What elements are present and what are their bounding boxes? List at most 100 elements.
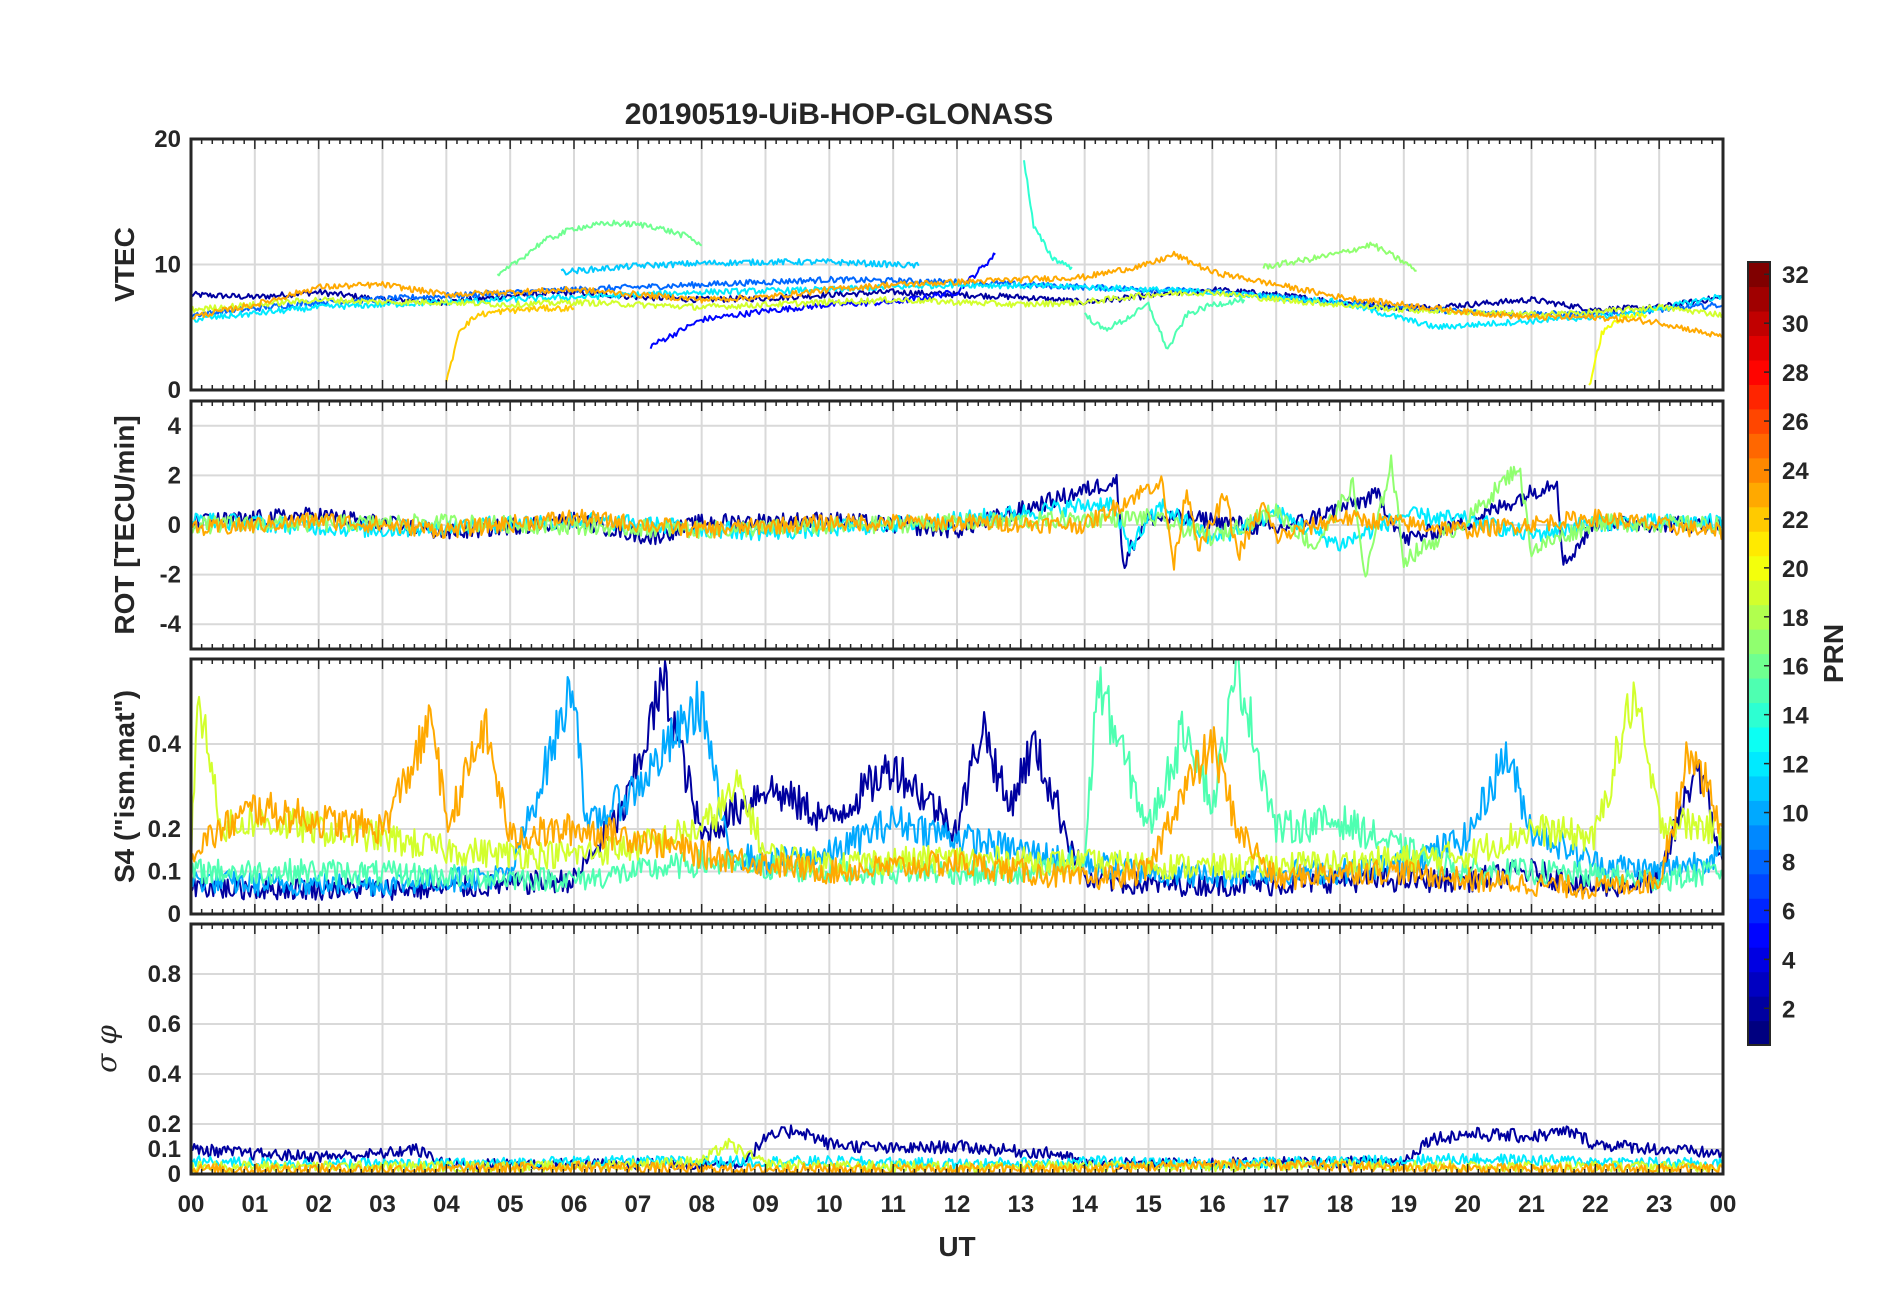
y-tick-label: 0.4 (148, 1061, 182, 1088)
y-tick-label: 0.1 (148, 1136, 181, 1163)
series-line-prn-15 (1083, 296, 1246, 350)
series-line-prn-22 (445, 304, 575, 382)
x-tick-label: 20 (1454, 1191, 1481, 1218)
series-line-prn-11 (560, 258, 920, 276)
axes-box (189, 922, 1725, 1176)
panel-3: 0 0.1 0.2 0.4 S4 ("ism.mat") (109, 657, 1725, 928)
y-tick-label: -4 (160, 611, 182, 638)
y-tick-label: 0.2 (148, 1111, 181, 1138)
colorbar-segment (1748, 653, 1770, 679)
y-tick-label: 0.8 (148, 961, 181, 988)
x-tick-label: 00 (178, 1191, 205, 1218)
x-tick-label: 13 (1007, 1191, 1034, 1218)
colorbar-tick-label: 10 (1782, 801, 1809, 828)
x-tick-label: 09 (752, 1191, 779, 1218)
axes-box (189, 399, 1725, 651)
colorbar-tick-label: 30 (1782, 311, 1809, 338)
x-tick-label: 16 (1199, 1191, 1226, 1218)
y-tick-label: 0.1 (148, 859, 181, 886)
series-group (191, 160, 1723, 386)
colorbar-frame (1747, 261, 1771, 1046)
colorbar-segment (1748, 555, 1770, 581)
colorbar-tick-label: 12 (1782, 752, 1809, 779)
x-tick-label: 18 (1327, 1191, 1354, 1218)
colorbar-segment (1748, 849, 1770, 875)
x-tick-label: 21 (1518, 1191, 1545, 1218)
series-line-prn-20 (1588, 311, 1648, 386)
y-tick-label: 0 (168, 377, 181, 404)
colorbar-segment (1748, 775, 1770, 801)
series-line-prn-16 (496, 219, 703, 277)
y-axis-label: ROT [TECU/min] (109, 415, 140, 634)
colorbar-tick-label: 6 (1782, 898, 1795, 925)
y-tick-label: 20 (154, 126, 181, 153)
x-axis-label: UT (938, 1231, 975, 1262)
x-tick-label: 14 (1071, 1191, 1098, 1218)
colorbar-segment (1748, 506, 1770, 532)
axes-box (189, 657, 1725, 916)
colorbar-tick-label: 4 (1782, 947, 1796, 974)
colorbar-segment (1748, 286, 1770, 312)
x-tick-label: 10 (816, 1191, 843, 1218)
y-tick-label: 10 (154, 252, 181, 279)
chart-title: 20190519-UiB-HOP-GLONASS (625, 98, 1053, 131)
x-tick-label: 03 (369, 1191, 396, 1218)
colorbar-segment (1748, 800, 1770, 826)
colorbar-segment (1748, 482, 1770, 508)
colorbar-segment (1748, 898, 1770, 924)
colorbar-tick-label: 14 (1782, 703, 1809, 730)
axes-box (189, 137, 1725, 392)
y-axis-label: VTEC (109, 227, 140, 302)
x-tick-label: 11 (880, 1191, 905, 1218)
colorbar-segment (1748, 824, 1770, 850)
x-tick-label: 17 (1263, 1191, 1290, 1218)
series-line-prn-14 (1023, 160, 1073, 271)
y-tick-label: 0 (168, 901, 181, 928)
x-tick-label: 12 (944, 1191, 971, 1218)
colorbar-segment (1748, 408, 1770, 434)
colorbar-segment (1748, 1020, 1770, 1046)
colorbar-tick-label: 24 (1782, 458, 1809, 485)
x-tick-label: 02 (305, 1191, 332, 1218)
colorbar-segment (1748, 922, 1770, 948)
y-tick-label: 0 (168, 1161, 181, 1188)
x-tick-labels: 00 01 02 03 04 05 06 07 08 09 10 11 12 13 14 15 16 17 18 19… (178, 1191, 1737, 1218)
panel-4: 00.10.2 0.4 0.6 0.8 σ φ (90, 922, 1725, 1188)
series-line-prn-5 (649, 252, 996, 350)
colorbar-segment (1748, 359, 1770, 385)
colorbar-segment (1748, 702, 1770, 728)
colorbar-segment (1748, 726, 1770, 752)
series-line-prn-17 (1262, 241, 1417, 272)
y-tick-label: 2 (168, 462, 181, 489)
colorbar-segment (1748, 335, 1770, 361)
series-group (191, 659, 1723, 901)
y-tick-label: 4 (168, 413, 182, 440)
colorbar-segment (1748, 751, 1770, 777)
panel-2: -4 -2 0 2 4 ROT [TECU/min] (109, 399, 1725, 651)
series-line-prn-23 (191, 250, 1723, 339)
colorbar-segment (1748, 947, 1770, 973)
colorbar-tick-label: 8 (1782, 849, 1795, 876)
y-tick-label: 0.4 (148, 731, 182, 758)
y-tick-label: 0 (168, 512, 181, 539)
y-tick-label: -2 (160, 562, 181, 589)
colorbar-segment (1748, 677, 1770, 704)
x-tick-label: 15 (1135, 1191, 1162, 1218)
series-line-prn-19 (191, 289, 1723, 319)
x-tick-label: 00 (1710, 1191, 1737, 1218)
x-tick-label: 08 (688, 1191, 715, 1218)
x-tick-label: 06 (561, 1191, 588, 1218)
x-tick-label: 19 (1390, 1191, 1417, 1218)
colorbar-segment (1748, 971, 1770, 997)
colorbar-segment (1748, 996, 1770, 1022)
colorbar-segment (1748, 531, 1770, 557)
colorbar-tick-label: 20 (1782, 556, 1809, 583)
x-tick-label: 04 (433, 1191, 460, 1218)
colorbar-label: PRN (1818, 624, 1849, 683)
x-tick-label: 05 (497, 1191, 524, 1218)
series-group (191, 454, 1723, 578)
panel-1: 0 10 20 VTEC (109, 126, 1725, 404)
y-tick-label: 0.2 (148, 816, 181, 843)
colorbar-tick-label: 22 (1782, 507, 1809, 534)
